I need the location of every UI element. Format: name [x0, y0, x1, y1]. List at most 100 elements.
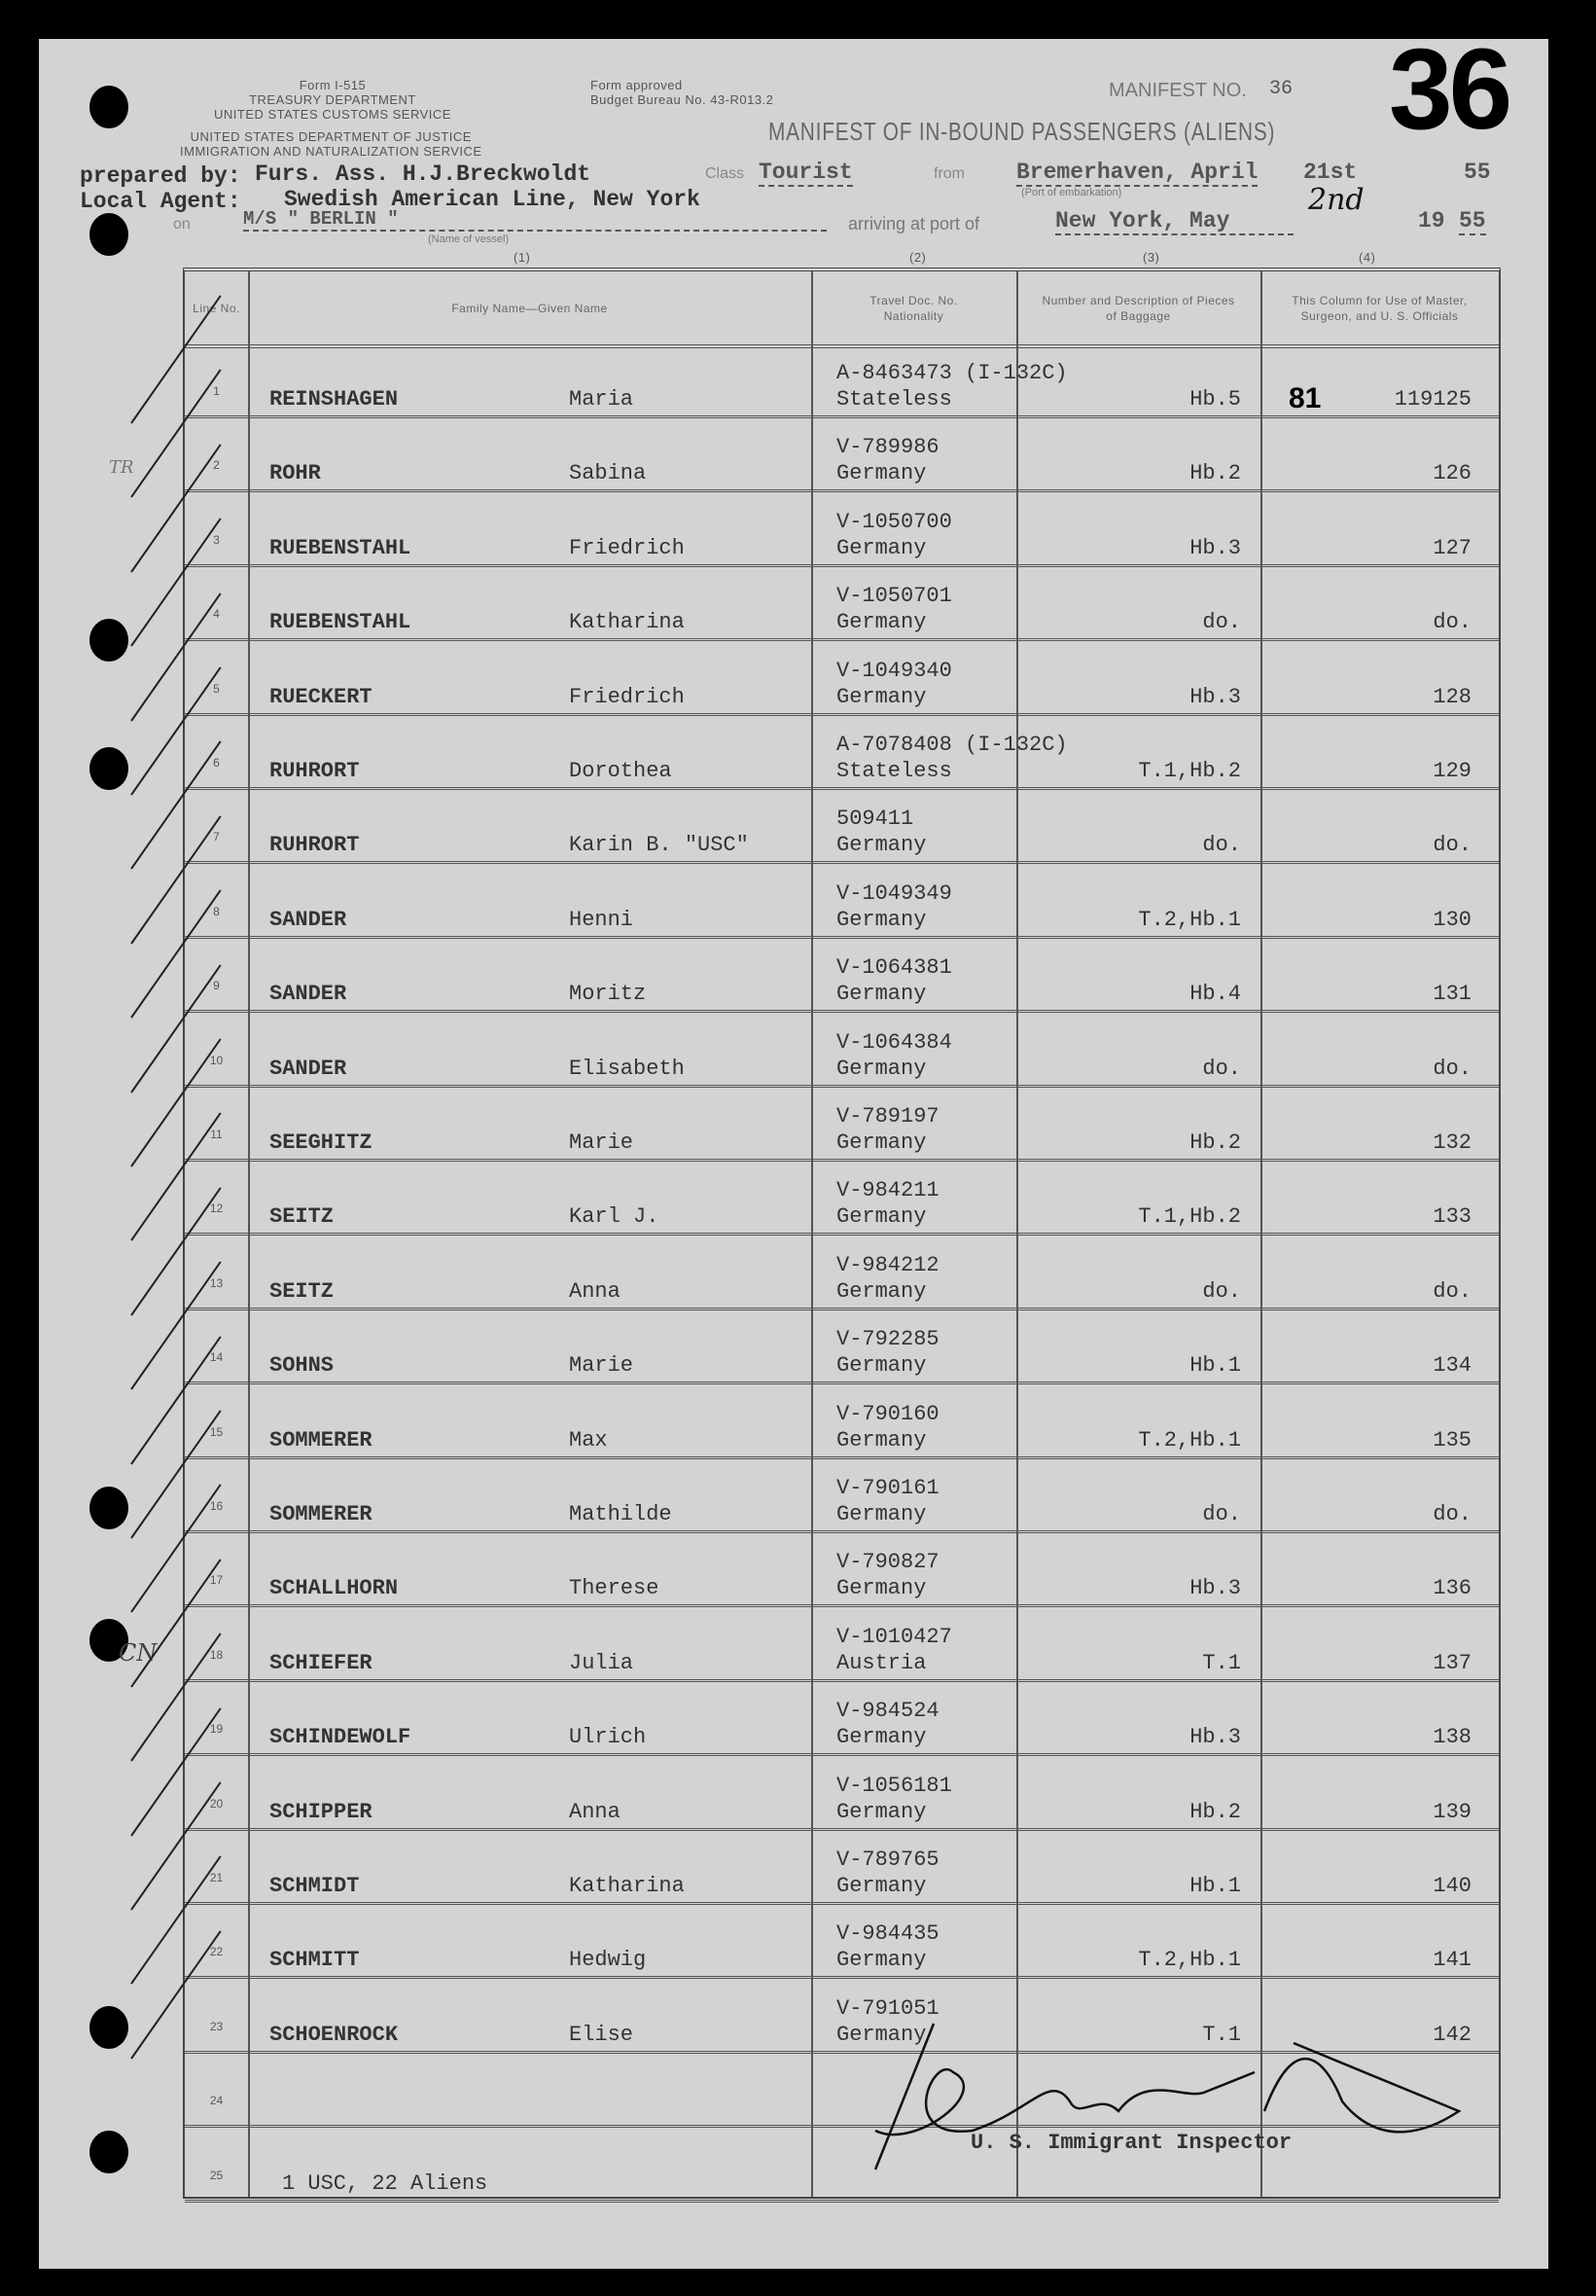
local-agent-label: Local Agent:: [80, 189, 241, 214]
table-row: 3 RUEBENSTAHL Friedrich V-1050700 Germany Hb.…: [130, 444, 1499, 573]
travel-doc-number: V-1050701: [836, 584, 952, 609]
table-row: 5 RUECKERT Friedrich V-1049340 Germany Hb.3 12…: [130, 592, 1499, 722]
line-number: 24: [209, 2094, 224, 2108]
line-number: 23: [209, 2019, 224, 2033]
nationality: Stateless: [836, 387, 952, 412]
approval-line: Form approved: [590, 78, 683, 92]
line-number: 4: [213, 607, 220, 622]
baggage: Hb.2: [1189, 461, 1241, 486]
baggage: T.2,Hb.1: [1138, 1948, 1241, 1973]
punch-hole: [89, 86, 128, 128]
from-label: from: [934, 165, 965, 182]
arrival-port: New York, May: [1055, 208, 1294, 235]
baggage: Hb.3: [1189, 1725, 1241, 1750]
baggage: Hb.3: [1189, 1576, 1241, 1601]
baggage: Hb.4: [1189, 982, 1241, 1007]
family-name: SCHMITT: [269, 1948, 360, 1973]
table-row: 15 SOMMERER Max V-790160 Germany T.2,Hb.1 135: [130, 1335, 1499, 1465]
official-number: 135: [1433, 1427, 1472, 1453]
punch-hole: [89, 2131, 128, 2173]
table-row: 4 RUEBENSTAHL Katharina V-1050701 Germany do.…: [130, 518, 1499, 647]
official-number: do.: [1433, 1278, 1472, 1304]
nationality: Germany: [836, 982, 927, 1007]
family-name: SANDER: [269, 1056, 347, 1081]
travel-doc-number: V-1064381: [836, 955, 952, 981]
official-number: 131: [1433, 982, 1472, 1007]
given-name: Marie: [569, 1353, 634, 1379]
line-number: 19: [209, 1722, 224, 1737]
manifest-page: [39, 39, 1548, 2269]
travel-doc-number: V-791051: [836, 1995, 940, 2021]
travel-doc-number: V-984524: [836, 1699, 940, 1724]
given-name: Karin B. "USC": [569, 833, 749, 858]
official-number: 138: [1433, 1725, 1472, 1750]
inspector-signature: [873, 2023, 1462, 2170]
family-name: SOHNS: [269, 1353, 335, 1379]
form-justice-block: UNITED STATES DEPARTMENT OF JUSTICE IMMI…: [180, 129, 482, 159]
given-name: Anna: [569, 1799, 621, 1824]
family-name: RUEBENSTAHL: [269, 535, 411, 560]
family-name: ROHR: [269, 461, 321, 486]
table-row: 8 SANDER Henni V-1049349 Germany T.2,Hb.1 130: [130, 815, 1499, 945]
baggage: do.: [1202, 1056, 1241, 1081]
baggage: Hb.1: [1189, 1353, 1241, 1379]
given-name: Mathilde: [569, 1502, 672, 1526]
family-name: RUHRORT: [269, 759, 360, 783]
travel-doc-number: V-984212: [836, 1252, 940, 1277]
from-value: Bremerhaven, April: [1016, 160, 1259, 187]
family-name: REINSHAGEN: [269, 387, 399, 412]
line-number: 17: [209, 1573, 224, 1588]
header-travel-doc: Travel Doc. No. Nationality: [869, 293, 958, 323]
official-number: 141: [1433, 1948, 1472, 1973]
given-name: Hedwig: [569, 1948, 647, 1973]
local-agent-value: Swedish American Line, New York: [284, 187, 700, 212]
given-name: Julia: [569, 1650, 634, 1675]
header-baggage: Number and Description of Pieces of Bagg…: [1042, 293, 1235, 323]
travel-doc-number: V-1049349: [836, 880, 952, 906]
official-number: 126: [1433, 461, 1472, 486]
line-number: 10: [209, 1053, 224, 1067]
official-number: 132: [1433, 1130, 1472, 1155]
punch-hole: [89, 747, 128, 790]
form-agency-block: Form I-515 TREASURY DEPARTMENT UNITED ST…: [214, 78, 451, 122]
line-number: 25: [209, 2168, 224, 2182]
line-number: 20: [209, 1796, 224, 1811]
line-number: 7: [213, 830, 220, 844]
header-officials: This Column for Use of Master, Surgeon, …: [1292, 293, 1468, 323]
family-name: RUEBENSTAHL: [269, 610, 411, 635]
from-day: 21st: [1303, 160, 1358, 185]
travel-doc-number: A-7078408 (I-132C): [836, 733, 1068, 757]
official-number: 133: [1433, 1204, 1472, 1230]
table-row: 12 SEITZ Karl J. V-984211 Germany T.1,Hb.2 133: [130, 1112, 1499, 1241]
table-row: 23 SCHOENROCK Elise V-791051 Germany T.1 142: [130, 1930, 1499, 2060]
punch-hole: [89, 1487, 128, 1529]
nationality: Germany: [836, 1278, 927, 1304]
given-name: Katharina: [569, 610, 685, 635]
travel-doc-number: V-789986: [836, 435, 940, 460]
line-number: 12: [209, 1202, 224, 1216]
baggage: do.: [1202, 610, 1241, 635]
nationality: Germany: [836, 1725, 927, 1750]
given-name: Sabina: [569, 461, 647, 486]
table-row: 25 1 USC, 22 Aliens: [185, 2129, 1499, 2203]
travel-doc-number: 509411: [836, 807, 914, 832]
table-row: 1 REINSHAGEN Maria A-8463473 (I-132C) Statel…: [130, 295, 1499, 424]
official-number: 139: [1433, 1799, 1472, 1824]
nationality: Germany: [836, 684, 927, 709]
given-name: Anna: [569, 1278, 621, 1304]
nationality: Germany: [836, 1204, 927, 1230]
line-number: 1: [213, 384, 220, 398]
nationality: Germany: [836, 461, 927, 486]
official-number: 119125: [1394, 387, 1472, 412]
inspector-label: U. S. Immigrant Inspector: [971, 2131, 1293, 2155]
vessel-name: M/S " BERLIN ": [243, 208, 827, 232]
travel-doc-number: V-790161: [836, 1476, 940, 1500]
baggage: Hb.2: [1189, 1799, 1241, 1824]
table-row: 2 ROHR Sabina V-789986 Germany Hb.2 126: [130, 369, 1499, 498]
travel-doc-number: A-8463473 (I-132C): [836, 361, 1068, 385]
given-name: Karl J.: [569, 1204, 659, 1230]
line-number: 5: [213, 681, 220, 696]
travel-doc-number: V-1049340: [836, 658, 952, 683]
punch-hole: [89, 619, 128, 662]
table-row: 9 SANDER Moritz V-1064381 Germany Hb.4 131: [130, 889, 1499, 1019]
